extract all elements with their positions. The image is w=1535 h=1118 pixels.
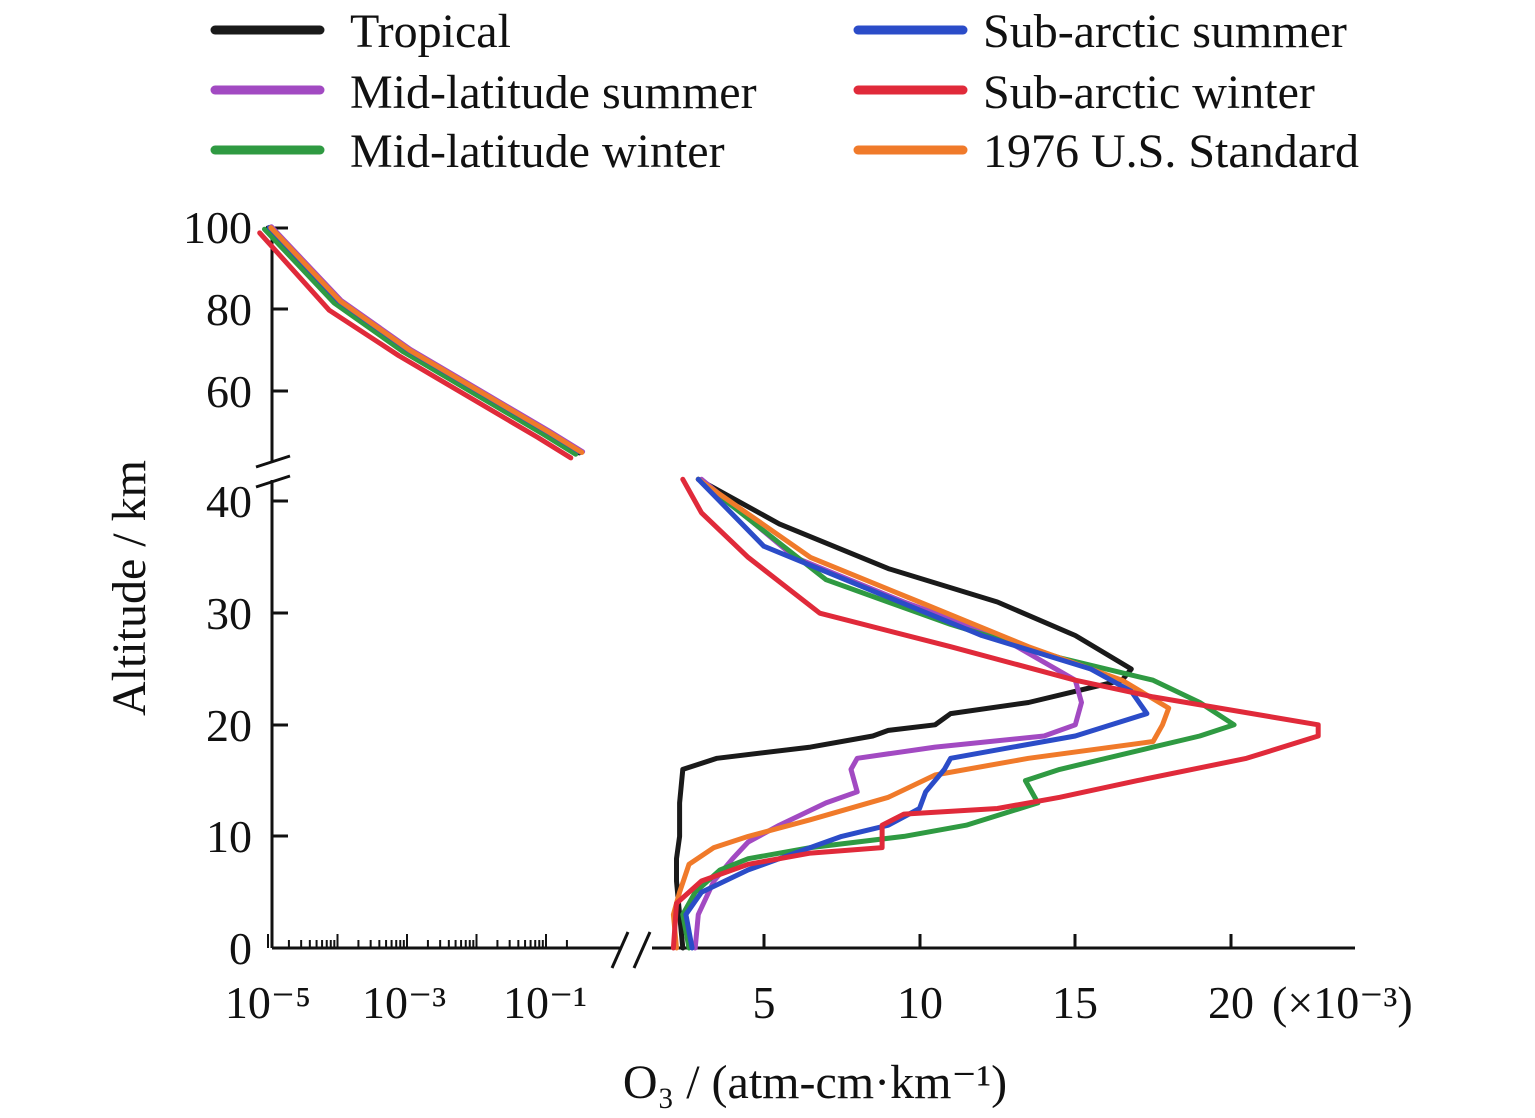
y-tick-label-10: 10: [206, 811, 252, 862]
x-ticks-log: [267, 934, 568, 948]
x-tick-labels: 10⁻⁵ 10⁻³ 10⁻¹ 5 10 15 20: [225, 977, 1254, 1028]
legend-label-sub-arctic-winter: Sub-arctic winter: [983, 66, 1315, 119]
x-tick-label-1e-1: 10⁻¹: [503, 977, 587, 1028]
y-axis-title: Altitude / km: [103, 460, 156, 716]
x-tick-label-5: 5: [753, 977, 776, 1028]
legend-label-1976-us-standard: 1976 U.S. Standard: [983, 125, 1359, 178]
upper-line-sub-arctic-summer: [266, 224, 583, 455]
legend-label-mid-latitude-summer: Mid-latitude summer: [350, 66, 757, 119]
y-tick-label-0: 0: [229, 923, 252, 974]
lower-line-sub-arctic-winter: [670, 476, 1321, 951]
axes: [255, 228, 1355, 969]
lower-line-sub-arctic-summer: [683, 476, 1150, 951]
upper-line-sub-arctic-winter: [257, 230, 574, 461]
legend-label-tropical: Tropical: [350, 5, 511, 58]
legend-label-mid-latitude-winter: Mid-latitude winter: [350, 125, 725, 178]
lower-line-tropical: [674, 476, 1134, 951]
x-axis-title: O₃ / (atm-cm·km⁻¹): [623, 1056, 1007, 1109]
x-tick-label-1e-3: 10⁻³: [362, 977, 446, 1028]
x-axis-break-mark-2: [632, 931, 652, 969]
x-tick-label-20: 20: [1208, 977, 1254, 1028]
legend: Tropical Mid-latitude summer Mid-latitud…: [210, 5, 1359, 178]
y-tick-label-20: 20: [206, 700, 252, 751]
x-unit-note: (×10⁻³): [1272, 977, 1413, 1028]
upper-line-mid-latitude-summer: [269, 224, 586, 455]
y-tick-labels: 100 80 60 40 30 20 10 0: [183, 202, 252, 974]
y-axis-break-mark-2: [255, 474, 291, 489]
x-axis-break-mark-1: [610, 931, 630, 969]
y-tick-label-30: 30: [206, 588, 252, 639]
y-axis-break-mark-1: [255, 454, 291, 469]
legend-label-sub-arctic-summer: Sub-arctic summer: [983, 5, 1347, 58]
upper-profile-lines: [257, 224, 586, 461]
x-tick-label-15: 15: [1052, 977, 1098, 1028]
upper-line-1976-us-standard: [268, 225, 585, 455]
y-ticks: [272, 226, 288, 838]
y-tick-label-100: 100: [183, 202, 252, 253]
y-tick-label-80: 80: [206, 284, 252, 335]
y-tick-label-60: 60: [206, 366, 252, 417]
x-tick-label-10: 10: [897, 977, 943, 1028]
lower-line-1976-us-standard: [670, 476, 1172, 951]
upper-line-mid-latitude-winter: [262, 226, 579, 457]
lower-line-mid-latitude-summer: [692, 476, 1084, 951]
x-ticks-linear: [762, 934, 1233, 948]
lower-profile-lines: [670, 476, 1321, 951]
x-tick-label-1e-5: 10⁻⁵: [225, 977, 311, 1028]
y-tick-label-40: 40: [206, 476, 252, 527]
